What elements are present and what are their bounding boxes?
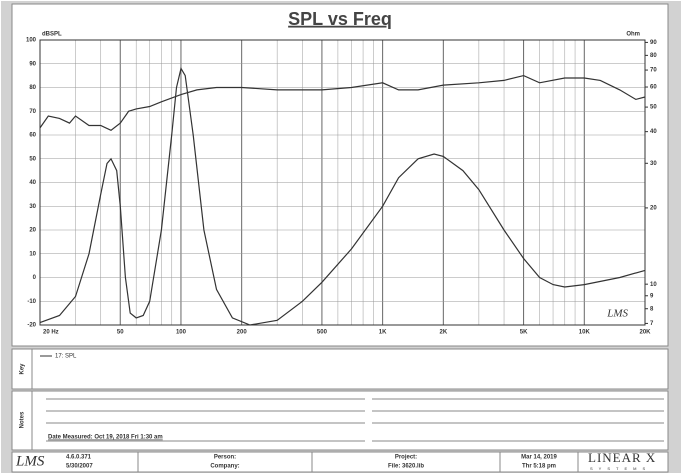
- y-tick-label: 90: [29, 61, 36, 67]
- file: File: 3620.lib: [388, 464, 424, 470]
- notes-label: Notes: [20, 411, 26, 428]
- plot-panel: [11, 3, 669, 347]
- y2-tick-label: 30: [650, 161, 657, 167]
- project: Project:: [395, 455, 417, 461]
- key-panel: [11, 348, 669, 390]
- y-tick-label: 0: [33, 275, 37, 281]
- y2-tick-label: 9: [650, 293, 654, 299]
- y-tick-label: -20: [27, 323, 36, 329]
- y2-tick-label: 90: [650, 40, 657, 46]
- y2-tick-label: 70: [650, 68, 657, 74]
- x-tick-label: 10K: [579, 330, 591, 336]
- chart-title: SPL vs Freq: [288, 9, 392, 29]
- brand-sub: SYSTEMS: [590, 466, 651, 471]
- footer-time: Thr 5:18 pm: [522, 464, 556, 470]
- note-lines: [46, 398, 664, 442]
- y-tick-label: 10: [29, 251, 36, 257]
- y2-tick-label: 60: [650, 85, 657, 91]
- y-tick-label: 20: [29, 228, 36, 234]
- date-measured: Date Measured: Oct 19, 2018 Fri 1:30 am: [48, 435, 163, 441]
- x-tick-label: 20 Hz: [43, 330, 59, 336]
- notes-panel: [11, 390, 669, 451]
- brand: LINEAR X: [588, 450, 656, 465]
- y2-tick-label: 40: [650, 129, 657, 135]
- build-date: 5/30/2007: [66, 464, 93, 470]
- y-tick-label: 100: [26, 38, 37, 44]
- y2-tick-label: 50: [650, 105, 657, 111]
- y-tick-label: 80: [29, 85, 36, 91]
- y2-tick-label: 80: [650, 53, 657, 59]
- x-tick-label: 500: [317, 330, 328, 336]
- x-tick-label: 100: [176, 330, 187, 336]
- x-tick-label: 50: [117, 330, 124, 336]
- y-tick-label: 60: [29, 133, 36, 139]
- x-tick-label: 1K: [379, 330, 387, 336]
- y-tick-label: 50: [29, 156, 36, 162]
- footer-panel: [11, 451, 669, 473]
- x-tick-label: 200: [237, 330, 248, 336]
- footer-dividers: [137, 452, 579, 472]
- y-tick-label: 40: [29, 180, 36, 186]
- footer-logo: LMS: [15, 453, 45, 469]
- y-tick-label: -10: [27, 299, 36, 305]
- y2-tick-label: 7: [650, 321, 654, 327]
- key-label: Key: [20, 363, 26, 375]
- company: Company:: [210, 464, 239, 470]
- y-tick-label: 70: [29, 109, 36, 115]
- y-tick-label: 30: [29, 204, 36, 210]
- y2-tick-label: 20: [650, 205, 657, 211]
- y-axis-label: dBSPL: [42, 32, 62, 38]
- y2-axis-label: Ohm: [626, 32, 640, 38]
- version: 4.6.0.371: [66, 455, 92, 461]
- watermark: LMS: [606, 308, 628, 320]
- x-tick-label: 2K: [439, 330, 447, 336]
- footer-date: Mar 14, 2019: [521, 455, 557, 461]
- legend-entry: 17: SPL: [55, 354, 77, 360]
- x-tick-label: 20K: [639, 330, 651, 336]
- y2-tick-label: 10: [650, 282, 657, 288]
- y2-tick-label: 8: [650, 306, 654, 312]
- x-tick-label: 5K: [520, 330, 528, 336]
- series-line: [39, 74, 646, 131]
- person: Person:: [214, 455, 236, 461]
- series-line: [39, 66, 646, 326]
- plot-area: [39, 39, 646, 326]
